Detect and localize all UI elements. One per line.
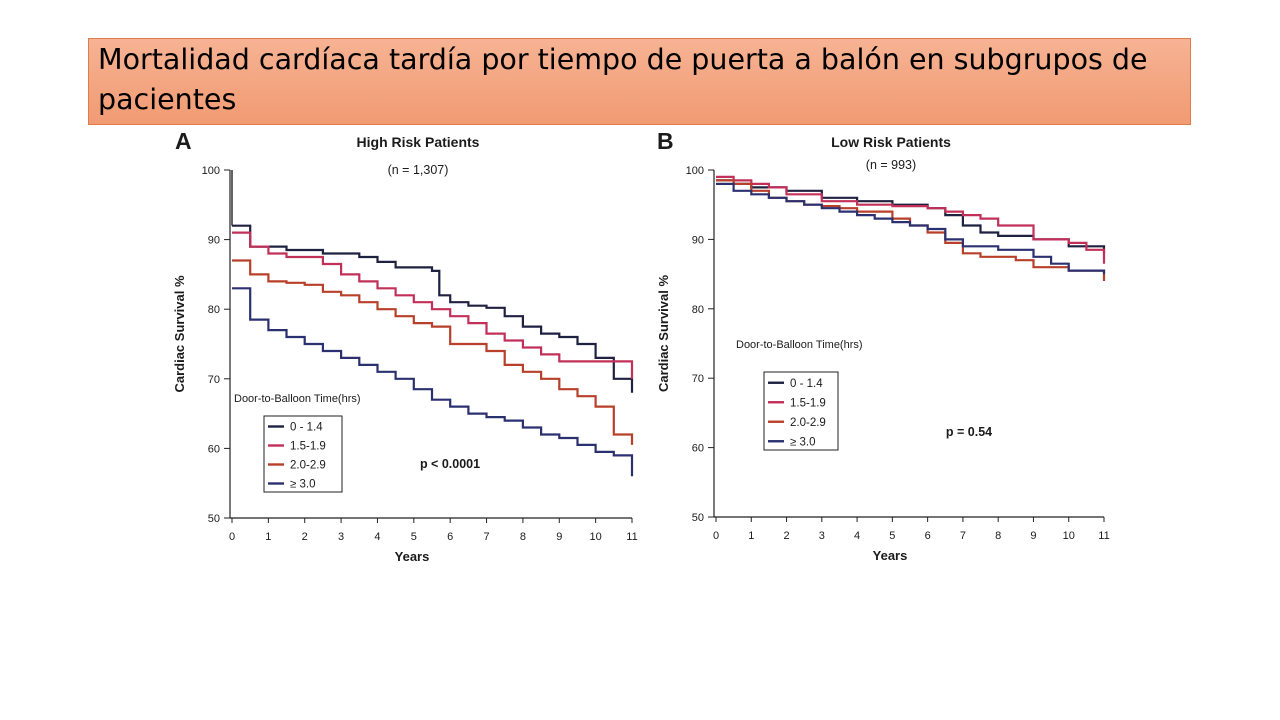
x-axis-label: Years [873, 548, 908, 563]
chart-title: Low Risk Patients [831, 134, 951, 150]
legend-label: 0 - 1.4 [790, 378, 823, 390]
x-tick-label: 8 [995, 530, 1001, 542]
x-tick-label: 6 [447, 531, 453, 543]
series-line [232, 287, 634, 477]
y-axis-label: Cardiac Survival % [172, 275, 187, 392]
x-tick-label: 9 [556, 531, 562, 543]
x-tick-label: 5 [889, 530, 895, 542]
series-line [716, 179, 1106, 281]
series-line [232, 224, 634, 393]
panel-letter: A [175, 128, 192, 154]
y-tick-label: 90 [208, 235, 220, 247]
x-tick-label: 5 [411, 531, 417, 543]
y-tick-label: 50 [208, 513, 220, 525]
y-tick-label: 80 [208, 304, 220, 316]
x-tick-label: 2 [783, 530, 789, 542]
y-tick-label: 50 [692, 512, 704, 524]
legend-label: 2.0-2.9 [790, 417, 826, 429]
p-value-annotation: p < 0.0001 [420, 457, 480, 471]
chart-panel-high-risk: A High Risk Patients(n = 1,307)5060708090… [172, 128, 638, 564]
legend-label: 0 - 1.4 [290, 422, 323, 434]
x-tick-label: 7 [483, 531, 489, 543]
legend-label: 2.0-2.9 [290, 460, 326, 472]
chart-title: High Risk Patients [357, 134, 480, 150]
legend-label: 1.5-1.9 [290, 441, 326, 453]
y-tick-label: 60 [208, 443, 220, 455]
y-tick-label: 70 [692, 373, 704, 385]
x-tick-label: 8 [520, 531, 526, 543]
legend-box [763, 371, 839, 451]
x-tick-label: 2 [302, 531, 308, 543]
x-tick-label: 9 [1030, 530, 1036, 542]
x-tick-label: 0 [713, 530, 719, 542]
series-line [232, 231, 634, 379]
x-tick-label: 11 [1098, 530, 1109, 542]
series-line [716, 175, 1106, 264]
y-tick-label: 60 [692, 443, 704, 455]
p-value-annotation: p = 0.54 [946, 425, 992, 439]
x-tick-label: 1 [748, 530, 754, 542]
y-tick-label: 100 [686, 165, 704, 177]
x-tick-label: 10 [1063, 530, 1075, 542]
legend-label: ≥ 3.0 [790, 436, 816, 448]
x-tick-label: 7 [960, 530, 966, 542]
x-tick-label: 3 [338, 531, 344, 543]
x-tick-label: 11 [626, 531, 637, 543]
legend-label: 1.5-1.9 [790, 397, 826, 409]
series-line [716, 182, 1106, 275]
legend-title: Door-to-Balloon Time(hrs) [234, 393, 361, 405]
slide-title: Mortalidad cardíaca tardía por tiempo de… [98, 43, 1148, 116]
y-tick-label: 80 [692, 304, 704, 316]
chart-subtitle: (n = 1,307) [388, 163, 449, 177]
x-tick-label: 0 [229, 531, 235, 543]
y-tick-label: 90 [692, 234, 704, 246]
title-box [88, 38, 1191, 125]
legend-label: ≥ 3.0 [290, 479, 316, 491]
x-tick-label: 3 [819, 530, 825, 542]
series-line [232, 259, 634, 445]
x-tick-label: 4 [374, 531, 380, 543]
x-tick-label: 1 [265, 531, 271, 543]
legend-box [263, 415, 343, 493]
chart-panel-low-risk: B Low Risk Patients(n = 993)5060708090100… [656, 128, 1110, 563]
x-axis-label: Years [395, 549, 430, 564]
chart-subtitle: (n = 993) [866, 158, 916, 172]
x-tick-label: 4 [854, 530, 860, 542]
x-tick-label: 10 [590, 531, 602, 543]
legend-title: Door-to-Balloon Time(hrs) [736, 339, 863, 351]
y-tick-label: 100 [202, 165, 220, 177]
x-tick-label: 6 [925, 530, 931, 542]
y-axis-label: Cardiac Survival % [656, 275, 671, 392]
y-tick-label: 70 [208, 374, 220, 386]
panel-letter: B [657, 128, 674, 154]
series-line [716, 179, 1106, 254]
